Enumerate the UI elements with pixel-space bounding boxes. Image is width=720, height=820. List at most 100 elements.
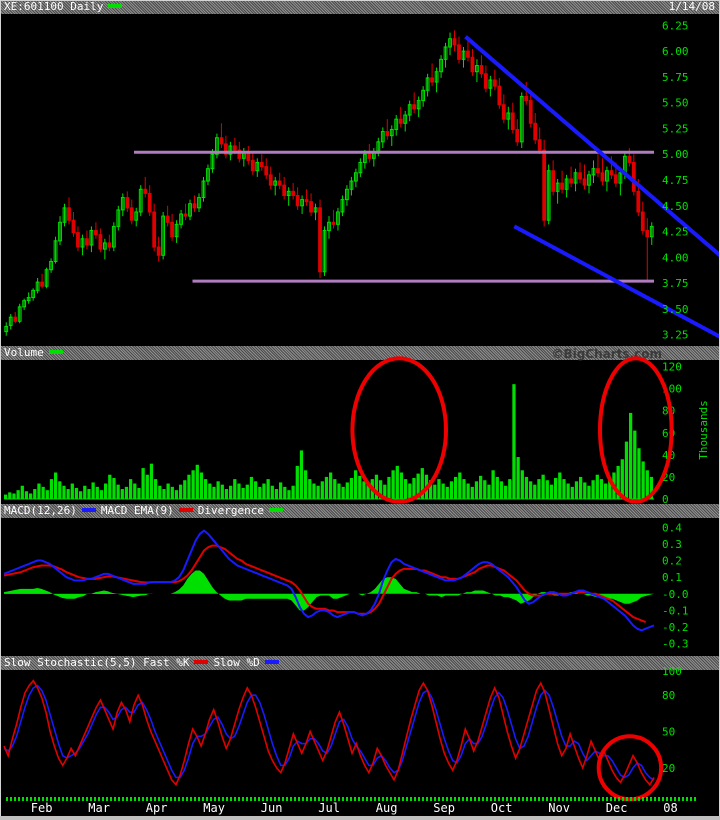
candle-body [412,104,417,110]
volume-bar [349,478,354,499]
x-axis-tick [666,797,668,801]
candle-body [340,199,345,213]
macd-series-line [3,529,655,632]
candle-body [116,209,121,227]
x-axis-tick [366,797,368,801]
candle-body [49,260,53,271]
x-axis-tick [654,797,656,801]
x-axis-tick [674,797,676,801]
x-axis-tick [490,797,492,801]
volume-bar [541,474,545,499]
x-axis-tick [558,797,560,801]
x-axis-tick [434,797,436,801]
volume-bar [204,479,208,499]
x-axis-tick [274,797,276,801]
volume-y-tick: 20 [662,471,675,484]
volume-bar [233,479,237,499]
x-axis-tick [170,797,172,801]
volume-bar [308,479,312,499]
stochastic-fastk-label: Fast %K [143,656,190,669]
candle-body [143,188,148,194]
candle-body [313,207,318,213]
x-axis-tick [410,797,412,801]
volume-bar [229,485,233,499]
candle-body [67,207,71,221]
x-axis-tick [22,797,24,801]
candle-body [421,89,426,102]
x-axis-tick [566,797,568,801]
candle-body [259,161,264,168]
candle-body [622,155,627,174]
x-axis-tick [346,797,348,801]
candle-body [174,223,179,238]
x-axis-tick [154,797,156,801]
stochastic-title-label: Slow Stochastic(5,5) [4,656,137,669]
x-axis-tick [530,797,532,801]
x-axis-tick [494,797,496,801]
volume-bar [508,479,512,499]
volume-bar [249,476,254,499]
candle-body [138,188,143,213]
candle-body [470,56,475,73]
candle-body [129,207,134,221]
candle-body [649,225,654,238]
candle-body [111,225,116,248]
candle-body [161,215,166,256]
volume-bar [624,441,629,499]
x-axis-tick [374,797,376,801]
x-axis-month-label: Apr [146,801,168,815]
stochastic-y-tick: 80 [662,689,675,702]
volume-bar [33,489,37,499]
candle-body [578,172,582,180]
x-axis-tick [122,797,124,801]
volume-y-tick: 80 [662,405,675,418]
volume-bar [545,480,549,499]
candle-body [618,172,623,184]
x-axis-tick [498,797,500,801]
x-axis-tick [142,797,144,801]
candle-body [80,238,85,248]
x-axis-tick [642,797,644,801]
volume-bar [124,486,129,499]
candle-body [569,178,573,184]
candle-body [587,174,591,186]
volume-bar [283,486,287,499]
x-axis-tick [514,797,516,801]
candle-body [331,221,336,225]
volume-bar [516,457,520,499]
volume-bar [512,384,516,499]
x-axis-tick [686,797,688,801]
x-axis-tick [94,797,96,801]
candle-body [605,170,609,182]
x-axis-month-label: Aug [376,801,398,815]
x-axis-tick [130,797,132,801]
candle-body [228,145,233,155]
candle-body [484,73,488,89]
stochastic-series-line [3,679,655,787]
candle-body [327,221,331,232]
candle-body [551,170,556,192]
x-axis-tick [390,797,392,801]
volume-bar [54,472,58,499]
candle-body [156,246,161,256]
volume-bar [320,481,324,499]
x-axis-tick [262,797,264,801]
x-axis-tick [218,797,220,801]
volume-bar [262,483,266,499]
candle-body [524,95,529,102]
x-axis-tick [330,797,332,801]
candle-body [219,137,224,145]
volume-bar [441,483,445,499]
x-axis-tick [234,797,236,801]
candle-body [492,79,497,87]
x-axis-tick [594,797,596,801]
volume-bar [20,485,24,499]
x-axis-tick [598,797,600,801]
macd-y-tick: 0.1 [662,571,682,584]
x-axis-tick [554,797,556,801]
volume-bar [420,468,424,499]
x-axis-tick [90,797,92,801]
volume-bar [12,493,16,499]
